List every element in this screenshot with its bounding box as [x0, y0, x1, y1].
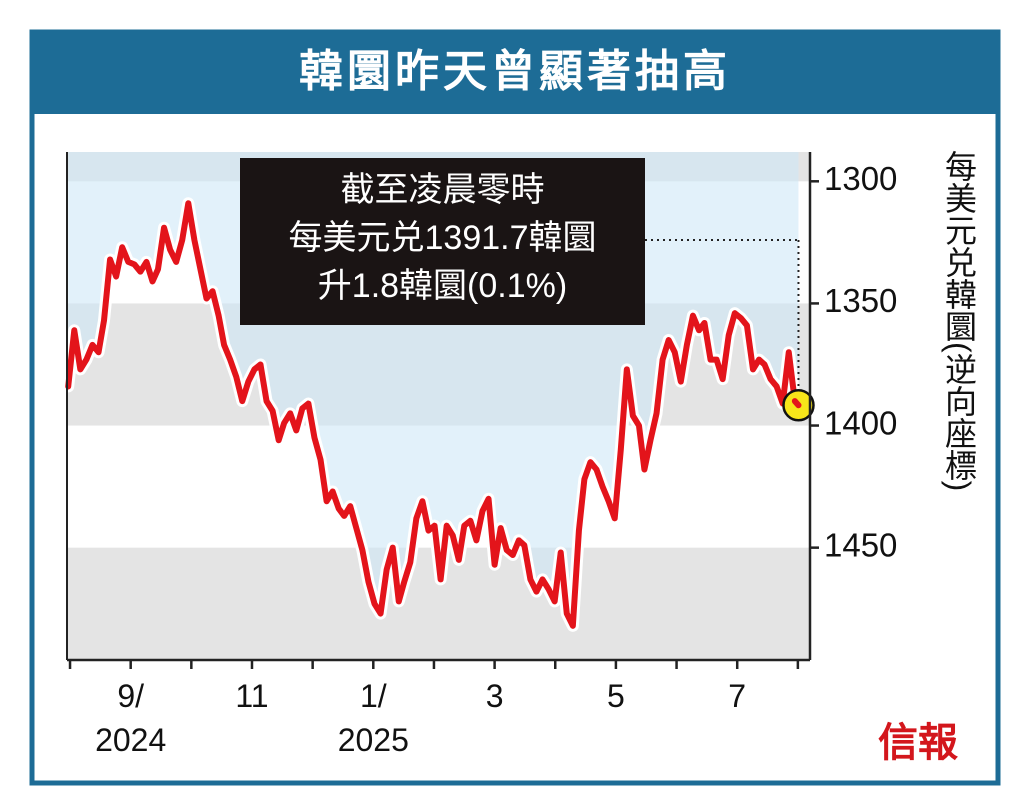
x-tick-label: 1/ 2025 — [337, 678, 409, 758]
title-bar — [32, 32, 998, 114]
x-tick-label: 9/ 2024 — [95, 678, 167, 758]
x-tick-label: 7 — [728, 678, 747, 714]
y-axis-label: 每美元兑韓圜(逆向座標) — [941, 150, 977, 492]
line — [791, 398, 802, 409]
x-tick-label: 5 — [607, 678, 625, 714]
source-logo: 信報 — [878, 719, 958, 766]
x-tick-label: 3 — [485, 678, 504, 714]
y-tick-label: 1400 — [824, 404, 897, 441]
chart-title: 韓圜昨天曾顯著抽高 — [299, 47, 731, 96]
y-tick-label: 1450 — [824, 526, 897, 563]
y-tick-label: 1350 — [824, 282, 897, 319]
y-tick-label: 1300 — [824, 160, 897, 197]
annotation: 截至凌晨零時 每美元兑1391.7韓圜 升1.8韓圜(0.1%) — [240, 158, 645, 325]
x-tick-label: 11 — [235, 678, 269, 714]
line — [65, 200, 802, 629]
